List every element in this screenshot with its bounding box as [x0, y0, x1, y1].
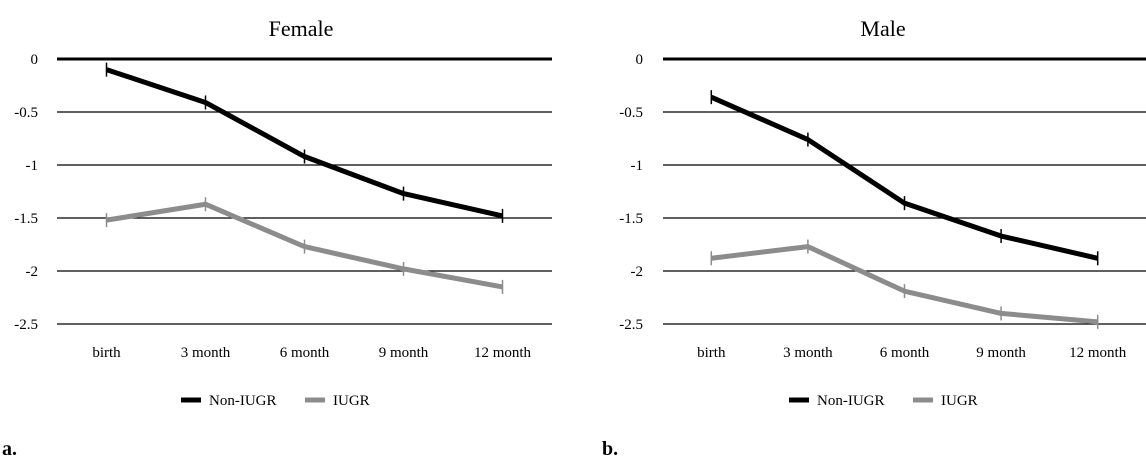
x-tick-label: 6 month — [880, 345, 930, 361]
legend-label: IUGR — [333, 393, 370, 409]
x-tick-label: 9 month — [976, 345, 1026, 361]
y-tick-label: -2 — [26, 264, 39, 280]
male-panel: Male 0 -0.5 -1 -1.5 -2 -2.5 birth 3 month 6 month… — [602, 16, 1146, 460]
y-tick-label: -1.5 — [14, 211, 38, 227]
series-line-non-iugr — [105, 67, 504, 219]
x-tick-label: 3 month — [181, 345, 231, 361]
y-tick-label: -0.5 — [619, 105, 643, 121]
legend-label: IUGR — [941, 393, 978, 409]
x-tick-label: birth — [92, 345, 121, 361]
x-tick-label: 9 month — [379, 345, 429, 361]
x-tick-label: 12 month — [474, 345, 532, 361]
y-tick-label: -2.5 — [619, 317, 643, 333]
x-tick-label: 12 month — [1069, 345, 1127, 361]
legend-label: Non-IUGR — [209, 393, 277, 409]
panel-label: a. — [2, 438, 17, 459]
y-tick-label: 0 — [31, 52, 39, 68]
legend-label: Non-IUGR — [817, 393, 885, 409]
x-tick-label: 3 month — [783, 345, 833, 361]
y-tick-label: -1.5 — [619, 211, 643, 227]
panel-label: b. — [602, 438, 618, 459]
y-tick-label: 0 — [636, 52, 644, 68]
y-tick-label: -2 — [631, 264, 644, 280]
y-tick-label: -0.5 — [14, 105, 38, 121]
y-tick-label: -1 — [26, 158, 39, 174]
chart-title: Male — [860, 16, 905, 41]
x-tick-label: birth — [697, 345, 726, 361]
series-line-non-iugr — [710, 94, 1099, 261]
female-panel: Female 0 -0.5 -1 -1.5 -2 -2.5 birth 3 month 6 mon… — [2, 16, 552, 460]
y-tick-label: -2.5 — [14, 317, 38, 333]
chart-title: Female — [269, 16, 334, 41]
y-tick-label: -1 — [631, 158, 644, 174]
x-tick-label: 6 month — [280, 345, 330, 361]
